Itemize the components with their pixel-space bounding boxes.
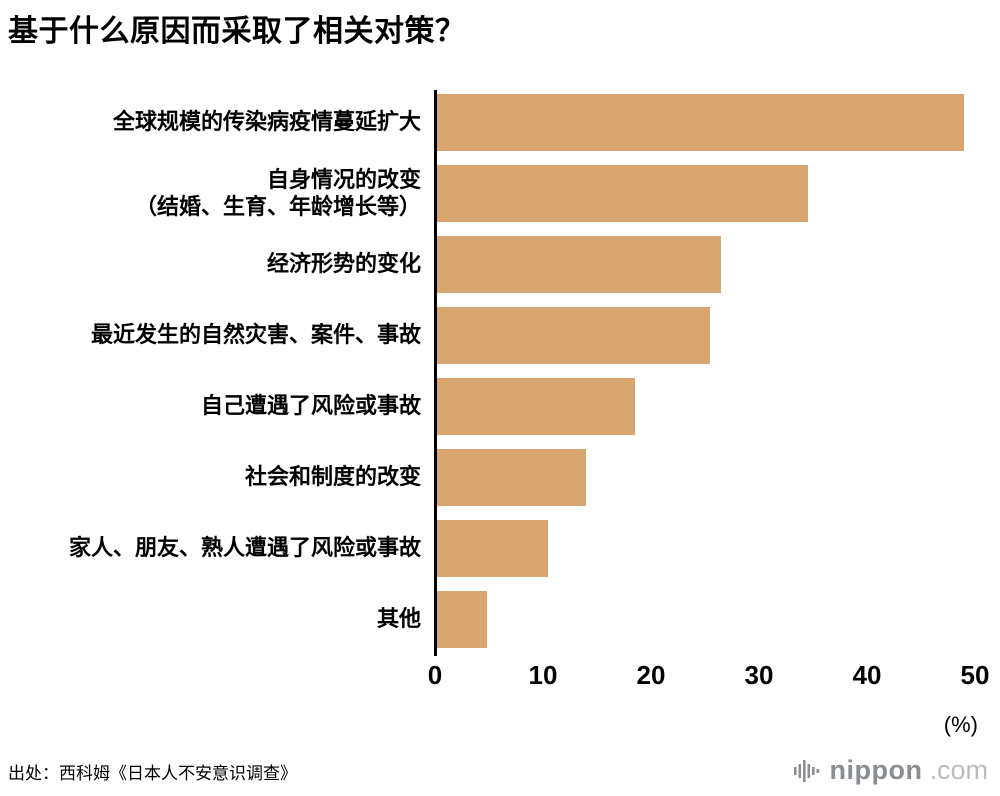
bar (435, 520, 549, 577)
bar-label: 最近发生的自然灾害、案件、事故 (90, 322, 421, 348)
bar (435, 236, 722, 293)
bar-row: 自身情况的改变 （结婚、生育、年龄增长等） (0, 165, 1000, 222)
y-axis-line (434, 90, 437, 656)
bar-track (435, 307, 975, 364)
bar-rows: 全球规模的传染病疫情蔓延扩大自身情况的改变 （结婚、生育、年龄增长等） 经济形势的… (0, 94, 1000, 648)
bar-track (435, 449, 975, 506)
bar-label: 自己遭遇了风险或事故 (200, 393, 421, 419)
source-note: 出处：西科姆《日本人不安意识调查》 (8, 764, 297, 783)
bar (435, 165, 808, 222)
bar-row: 自己遭遇了风险或事故 (0, 378, 1000, 435)
bar-row: 全球规模的传染病疫情蔓延扩大 (0, 94, 1000, 151)
nippon-logo: nippon .com (793, 755, 988, 786)
bar-track (435, 378, 975, 435)
logo-name: nippon (829, 755, 923, 785)
bar-row: 其他 (0, 591, 1000, 648)
soundwave-logo-icon (793, 759, 819, 782)
x-tick-label: 40 (852, 660, 882, 690)
x-axis-ticks: 0 10 20 30 40 50 (428, 660, 990, 692)
bar-row: 家人、朋友、熟人遭遇了风险或事故 (0, 520, 1000, 577)
x-tick-label: 0 (427, 660, 443, 690)
bar-label: 社会和制度的改变 (244, 464, 421, 490)
bar (435, 591, 487, 648)
bar (435, 449, 587, 506)
x-tick-label: 10 (528, 660, 558, 690)
x-tick-label: 20 (636, 660, 666, 690)
bar (435, 307, 711, 364)
bar-label: 自身情况的改变 （结婚、生育、年龄增长等） (134, 166, 421, 219)
x-tick-label: 30 (744, 660, 774, 690)
bar-row: 社会和制度的改变 (0, 449, 1000, 506)
x-axis-unit-label: (%) (943, 712, 978, 737)
bar-row: 经济形势的变化 (0, 236, 1000, 293)
bar-track (435, 94, 975, 151)
bar-track (435, 165, 975, 222)
bar-label: 全球规模的传染病疫情蔓延扩大 (112, 109, 421, 135)
bar-row: 最近发生的自然灾害、案件、事故 (0, 307, 1000, 364)
bar-label: 家人、朋友、熟人遭遇了风险或事故 (68, 535, 421, 561)
bar-label: 经济形势的变化 (266, 251, 421, 277)
x-tick-label: 50 (960, 660, 990, 690)
bar (435, 378, 635, 435)
logo-suffix: .com (929, 755, 988, 785)
bar-label: 其他 (376, 606, 421, 632)
bar (435, 94, 965, 151)
bar-track (435, 520, 975, 577)
bar-track (435, 236, 975, 293)
bar-track (435, 591, 975, 648)
bar-chart: 全球规模的传染病疫情蔓延扩大自身情况的改变 （结婚、生育、年龄增长等） 经济形势的… (0, 90, 1000, 737)
page-title: 基于什么原因而采取了相关对策？ (8, 15, 466, 48)
